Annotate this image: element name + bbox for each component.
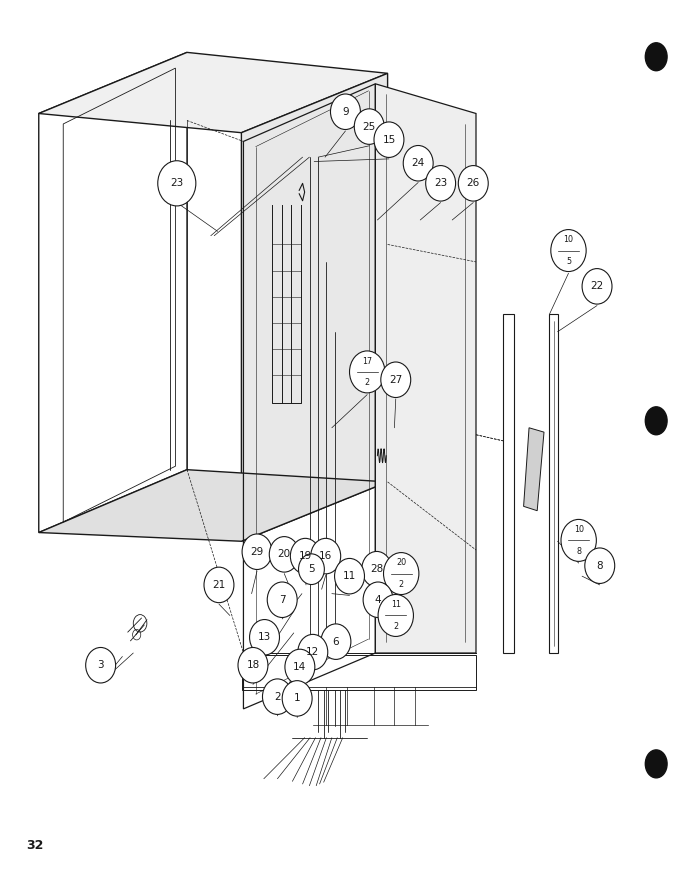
Ellipse shape [285, 650, 315, 684]
Text: 10: 10 [564, 235, 573, 244]
Polygon shape [241, 73, 388, 541]
Text: 2: 2 [274, 691, 281, 702]
Polygon shape [39, 52, 388, 133]
Text: 29: 29 [250, 546, 264, 557]
Text: 25: 25 [362, 121, 376, 132]
Text: 21: 21 [212, 580, 226, 590]
Text: 6: 6 [333, 636, 339, 647]
Text: 9: 9 [342, 107, 349, 117]
Text: 23: 23 [170, 178, 184, 189]
Ellipse shape [299, 553, 324, 585]
Text: 18: 18 [246, 660, 260, 670]
Ellipse shape [290, 539, 320, 574]
Ellipse shape [204, 567, 234, 602]
Polygon shape [524, 428, 544, 511]
Ellipse shape [363, 582, 393, 617]
Ellipse shape [238, 648, 268, 683]
Ellipse shape [561, 519, 596, 561]
Ellipse shape [374, 122, 404, 157]
Ellipse shape [242, 534, 272, 569]
Circle shape [645, 750, 667, 778]
Text: 20: 20 [396, 558, 406, 567]
Ellipse shape [378, 595, 413, 636]
Text: 23: 23 [434, 178, 447, 189]
Text: 10: 10 [574, 525, 583, 534]
Text: 12: 12 [306, 647, 320, 657]
Ellipse shape [267, 582, 297, 617]
Text: 8: 8 [596, 560, 603, 571]
Text: 19: 19 [299, 551, 312, 561]
Ellipse shape [262, 679, 292, 714]
Text: 22: 22 [590, 281, 604, 292]
Text: 11: 11 [343, 571, 356, 581]
Ellipse shape [381, 362, 411, 397]
Ellipse shape [354, 109, 384, 144]
Ellipse shape [403, 146, 433, 181]
Text: 26: 26 [466, 178, 480, 189]
Text: 11: 11 [391, 600, 401, 609]
Circle shape [645, 407, 667, 435]
Text: 4: 4 [375, 595, 381, 605]
Text: 1: 1 [294, 693, 301, 704]
Ellipse shape [330, 94, 360, 129]
Text: 24: 24 [411, 158, 425, 168]
Ellipse shape [298, 635, 328, 670]
Text: 13: 13 [258, 632, 271, 643]
Text: 27: 27 [389, 375, 403, 385]
Ellipse shape [158, 161, 196, 206]
Text: 7: 7 [279, 595, 286, 605]
Circle shape [645, 43, 667, 71]
Ellipse shape [582, 269, 612, 304]
Text: 8: 8 [576, 546, 581, 556]
Ellipse shape [458, 166, 488, 201]
Text: 2: 2 [398, 580, 404, 589]
Polygon shape [375, 84, 476, 653]
Text: 15: 15 [382, 134, 396, 145]
Ellipse shape [384, 553, 419, 595]
Ellipse shape [311, 539, 341, 574]
Text: 2: 2 [364, 378, 370, 388]
Ellipse shape [282, 681, 312, 716]
Ellipse shape [350, 351, 385, 393]
Ellipse shape [269, 537, 299, 572]
Text: 16: 16 [319, 551, 333, 561]
Ellipse shape [362, 552, 392, 587]
Ellipse shape [585, 548, 615, 583]
Ellipse shape [250, 620, 279, 655]
Text: 17: 17 [362, 356, 372, 366]
Text: 20: 20 [277, 549, 291, 560]
Text: 14: 14 [293, 662, 307, 672]
Polygon shape [39, 470, 388, 541]
Ellipse shape [551, 230, 586, 272]
Text: 32: 32 [26, 839, 44, 852]
Ellipse shape [86, 648, 116, 683]
Text: 5: 5 [566, 257, 571, 266]
Text: 5: 5 [308, 564, 315, 574]
Ellipse shape [335, 559, 364, 594]
Text: 3: 3 [97, 660, 104, 670]
Ellipse shape [321, 624, 351, 659]
Ellipse shape [426, 166, 456, 201]
Text: 28: 28 [370, 564, 384, 574]
Text: 2: 2 [393, 622, 398, 631]
